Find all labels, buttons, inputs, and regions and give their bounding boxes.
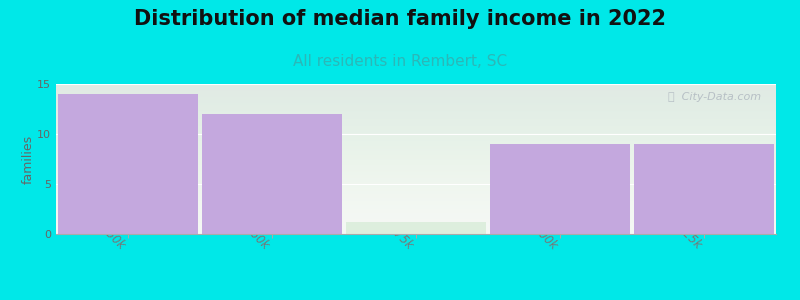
Bar (58, 94, 198, 234)
Bar (634, 144, 774, 234)
Text: Distribution of median family income in 2022: Distribution of median family income in … (134, 9, 666, 29)
Text: All residents in Rembert, SC: All residents in Rembert, SC (293, 54, 507, 69)
Bar (490, 144, 630, 234)
Text: ⓘ  City-Data.com: ⓘ City-Data.com (669, 92, 762, 101)
Bar (202, 114, 342, 234)
Bar (346, 222, 486, 234)
Y-axis label: families: families (22, 134, 34, 184)
